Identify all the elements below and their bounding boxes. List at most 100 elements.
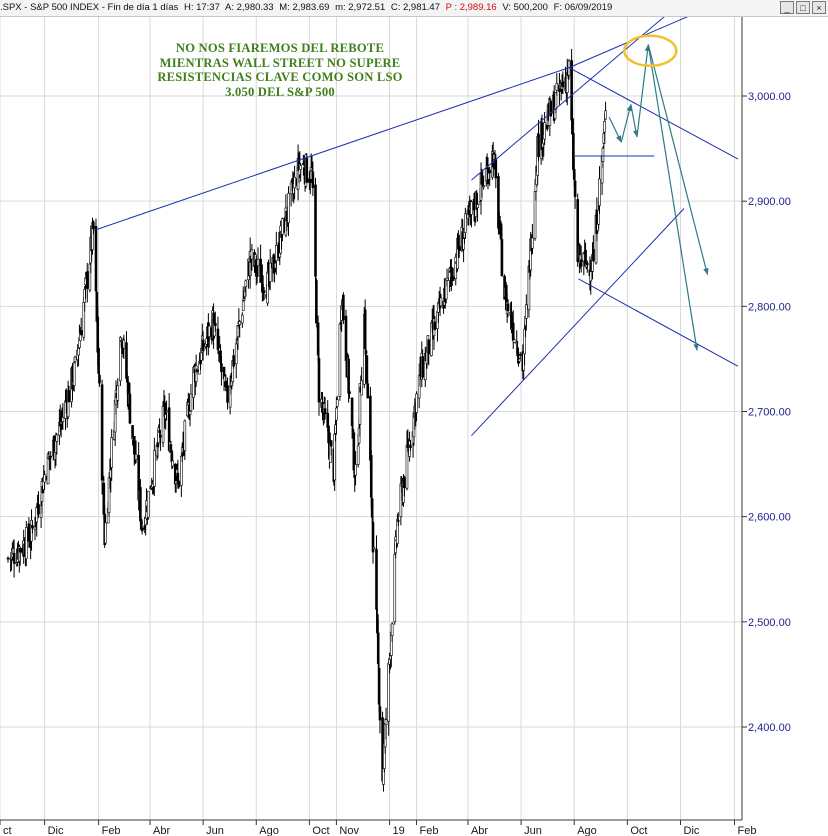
- candle-body: [316, 322, 320, 356]
- candle-body: [421, 356, 424, 378]
- candle-body: [293, 176, 296, 189]
- candle-body: [49, 455, 52, 458]
- maximize-button[interactable]: □: [796, 1, 810, 14]
- candle-body: [360, 380, 363, 396]
- projection-arrow: [647, 44, 709, 275]
- y-tick-label: 3,000.00: [748, 91, 791, 103]
- candle-body: [417, 375, 421, 399]
- y-tick-label: 2,900.00: [748, 196, 791, 208]
- x-tick-label: 19: [393, 825, 405, 836]
- volumen-value: V: 500,200: [502, 2, 548, 13]
- candle-body: [214, 323, 217, 326]
- candle-body: [287, 193, 290, 224]
- candle-body: [457, 246, 461, 251]
- candle-body: [356, 445, 360, 465]
- candle-body: [358, 383, 362, 425]
- candle-body: [476, 204, 479, 209]
- candle-body: [445, 277, 449, 281]
- candlestick-series: [6, 48, 607, 792]
- candle-body: [585, 262, 589, 266]
- x-tick-label: Nov: [339, 825, 359, 836]
- candle-body: [363, 309, 367, 349]
- candle-body: [338, 323, 342, 397]
- candle-body: [107, 477, 111, 513]
- projection-arrowhead: [693, 343, 699, 351]
- projection-arrowhead: [616, 135, 622, 143]
- x-tick-label: Feb: [738, 825, 757, 836]
- candle-body: [555, 83, 559, 91]
- candle-body: [433, 321, 437, 330]
- maximo-value: M: 2,983.69: [279, 2, 330, 13]
- y-tick-label: 2,700.00: [748, 407, 791, 419]
- candle-body: [250, 249, 254, 260]
- candle-body: [531, 237, 534, 249]
- candle-body: [97, 348, 100, 374]
- candle-body: [98, 374, 101, 384]
- y-tick-label: 2,400.00: [748, 722, 791, 734]
- x-tick-label: Feb: [420, 825, 439, 836]
- annotation-line: MIENTRAS WALL STREET NO SUPERE: [159, 55, 401, 70]
- candle-body: [393, 554, 397, 623]
- candle-body: [523, 328, 526, 355]
- candle-body: [365, 355, 369, 384]
- minimo-value: m: 2,972.51: [335, 2, 386, 13]
- candle-body: [226, 385, 229, 403]
- candle-body: [390, 623, 394, 636]
- projection-arrows: [608, 44, 709, 351]
- candle-body: [352, 432, 356, 471]
- candle-body: [543, 122, 546, 140]
- candle-body: [275, 245, 278, 261]
- candle-body: [370, 498, 374, 518]
- projection-arrowhead: [703, 267, 709, 275]
- candle-body: [372, 547, 376, 550]
- candle-body: [409, 444, 412, 449]
- highlight-ellipse: [623, 34, 678, 68]
- x-tick-label: Ago: [577, 825, 597, 836]
- candle-body: [470, 201, 473, 215]
- candle-body: [396, 519, 399, 544]
- candle-body: [281, 218, 284, 235]
- candle-body: [256, 258, 260, 266]
- candle-body: [549, 100, 553, 117]
- close-button[interactable]: ×: [812, 1, 826, 14]
- candle-body: [195, 369, 199, 372]
- candle-body: [464, 213, 467, 233]
- candle-body: [592, 249, 595, 262]
- candle-body: [371, 521, 375, 553]
- candle-body: [311, 171, 315, 188]
- candle-body: [180, 455, 183, 486]
- candle-body: [323, 408, 327, 414]
- trendline: [578, 278, 739, 367]
- candle-body: [375, 548, 378, 610]
- minimize-button[interactable]: _: [780, 1, 794, 14]
- x-tick-label: Ago: [259, 825, 279, 836]
- fecha-value: F: 06/09/2019: [553, 2, 613, 13]
- candle-body: [573, 180, 577, 197]
- candle-body: [128, 393, 132, 424]
- candle-body: [351, 429, 355, 431]
- candle-body: [228, 386, 232, 408]
- candle-body: [512, 339, 516, 343]
- x-tick-label: Dic: [684, 825, 700, 836]
- candle-body: [603, 121, 607, 133]
- candle-body: [488, 169, 492, 174]
- annotation-line: NO NOS FIAREMOS DEL REBOTE: [175, 41, 385, 55]
- trendline: [471, 208, 685, 437]
- candle-body: [33, 526, 37, 530]
- x-tick-label: Dic: [48, 825, 64, 836]
- candle-body: [262, 290, 266, 293]
- candle-body: [579, 259, 583, 267]
- x-tick-label: ct: [3, 825, 12, 836]
- candle-body: [366, 383, 370, 399]
- candle-body: [104, 522, 107, 544]
- candle-body: [329, 440, 333, 447]
- candle-body: [364, 350, 368, 354]
- candle-body: [153, 450, 156, 487]
- candle-body: [79, 330, 83, 336]
- y-tick-label: 2,600.00: [748, 512, 791, 524]
- candle-body: [350, 397, 354, 427]
- candle-body: [238, 321, 242, 325]
- cierre-value: C: 2,981.47: [390, 2, 440, 13]
- window-controls: _ □ ×: [780, 1, 826, 14]
